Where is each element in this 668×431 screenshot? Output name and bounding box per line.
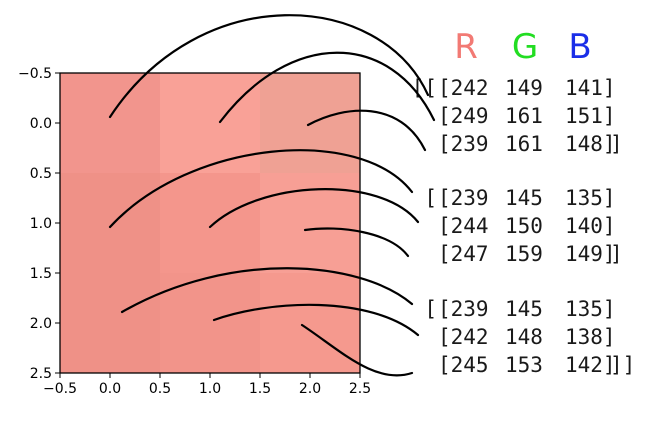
array-close-bracket: ]] bbox=[610, 353, 635, 377]
array-value: [239 bbox=[438, 132, 489, 156]
y-tick-label: 1.0 bbox=[30, 216, 52, 232]
connector-curve-9 bbox=[300, 323, 414, 377]
pixel-cell-r1-c2 bbox=[260, 173, 360, 273]
pixel-heatmap bbox=[60, 73, 360, 373]
pixel-cell-r1-c0 bbox=[60, 173, 160, 273]
y-tick-label: 0.5 bbox=[30, 166, 52, 182]
array-value: 148 bbox=[505, 325, 543, 349]
connector-curve-5 bbox=[208, 188, 420, 229]
array-value: 153 bbox=[505, 353, 543, 377]
array-value: [239 bbox=[438, 297, 489, 321]
array-value: 159 bbox=[505, 242, 543, 266]
connector-curves bbox=[108, 14, 436, 377]
array-value: 148] bbox=[565, 132, 616, 156]
array-value: 149 bbox=[505, 76, 543, 100]
array-value: 151] bbox=[565, 104, 616, 128]
array-value: [244 bbox=[438, 214, 489, 238]
array-value: 145 bbox=[505, 297, 543, 321]
connector-curve-8 bbox=[212, 303, 420, 337]
y-axis: −0.5 0.0 0.5 1.0 1.5 2.0 2.5 bbox=[18, 66, 60, 382]
array-open-bracket: [ bbox=[424, 297, 437, 321]
y-tick-label: 2.5 bbox=[30, 366, 52, 382]
channel-header-g: G bbox=[512, 27, 538, 67]
array-value: 149] bbox=[565, 242, 616, 266]
array-close-bracket: ] bbox=[610, 242, 623, 266]
x-tick-label: 0.0 bbox=[99, 381, 121, 397]
y-tick-label: 1.5 bbox=[30, 266, 52, 282]
y-tick-label: 2.0 bbox=[30, 316, 52, 332]
pixel-cell-r2-c2 bbox=[260, 273, 360, 373]
array-value: [242 bbox=[438, 325, 489, 349]
pixel-cell-r2-c1 bbox=[160, 273, 260, 373]
array-value: 141] bbox=[565, 76, 616, 100]
x-axis: −0.5 0.0 0.5 1.0 1.5 2.0 2.5 bbox=[43, 373, 371, 397]
array-value: 150 bbox=[505, 214, 543, 238]
array-value: 138] bbox=[565, 325, 616, 349]
pixel-cell-r0-c0 bbox=[60, 73, 160, 173]
pixel-array-text: [[[242 149 141][249 161 151][239 161 148]][[23… bbox=[412, 76, 636, 377]
connector-curve-6 bbox=[303, 227, 410, 258]
array-open-bracket: [ bbox=[424, 186, 437, 210]
y-tick-label: 0.0 bbox=[30, 116, 52, 132]
array-value: 145 bbox=[505, 186, 543, 210]
x-tick-label: 2.0 bbox=[299, 381, 321, 397]
array-value: [242 bbox=[438, 76, 489, 100]
array-value: [245 bbox=[438, 353, 489, 377]
channel-header-r: R bbox=[454, 27, 478, 67]
array-value: [249 bbox=[438, 104, 489, 128]
array-close-bracket: ] bbox=[610, 132, 623, 156]
array-value: [247 bbox=[438, 242, 489, 266]
connector-curve-2 bbox=[218, 51, 436, 124]
pixel-cell-r0-c1 bbox=[160, 73, 260, 173]
array-value: 135] bbox=[565, 297, 616, 321]
connector-curve-4 bbox=[108, 149, 414, 229]
y-tick-label: −0.5 bbox=[18, 66, 52, 82]
connector-curve-3 bbox=[306, 109, 427, 152]
array-value: 140] bbox=[565, 214, 616, 238]
array-value: [239 bbox=[438, 186, 489, 210]
x-tick-label: 1.0 bbox=[199, 381, 221, 397]
array-value: 161 bbox=[505, 132, 543, 156]
pixel-cell-r1-c1 bbox=[160, 173, 260, 273]
array-value: 135] bbox=[565, 186, 616, 210]
x-tick-label: 1.5 bbox=[249, 381, 271, 397]
connector-curve-1 bbox=[108, 14, 430, 119]
channel-header-b: B bbox=[568, 27, 591, 67]
array-value: 142] bbox=[565, 353, 616, 377]
x-tick-label: 2.5 bbox=[349, 381, 371, 397]
array-value: 161 bbox=[505, 104, 543, 128]
x-tick-label: −0.5 bbox=[43, 381, 77, 397]
connector-curve-7 bbox=[120, 267, 414, 314]
x-tick-label: 0.5 bbox=[149, 381, 171, 397]
pixel-cell-r2-c0 bbox=[60, 273, 160, 373]
